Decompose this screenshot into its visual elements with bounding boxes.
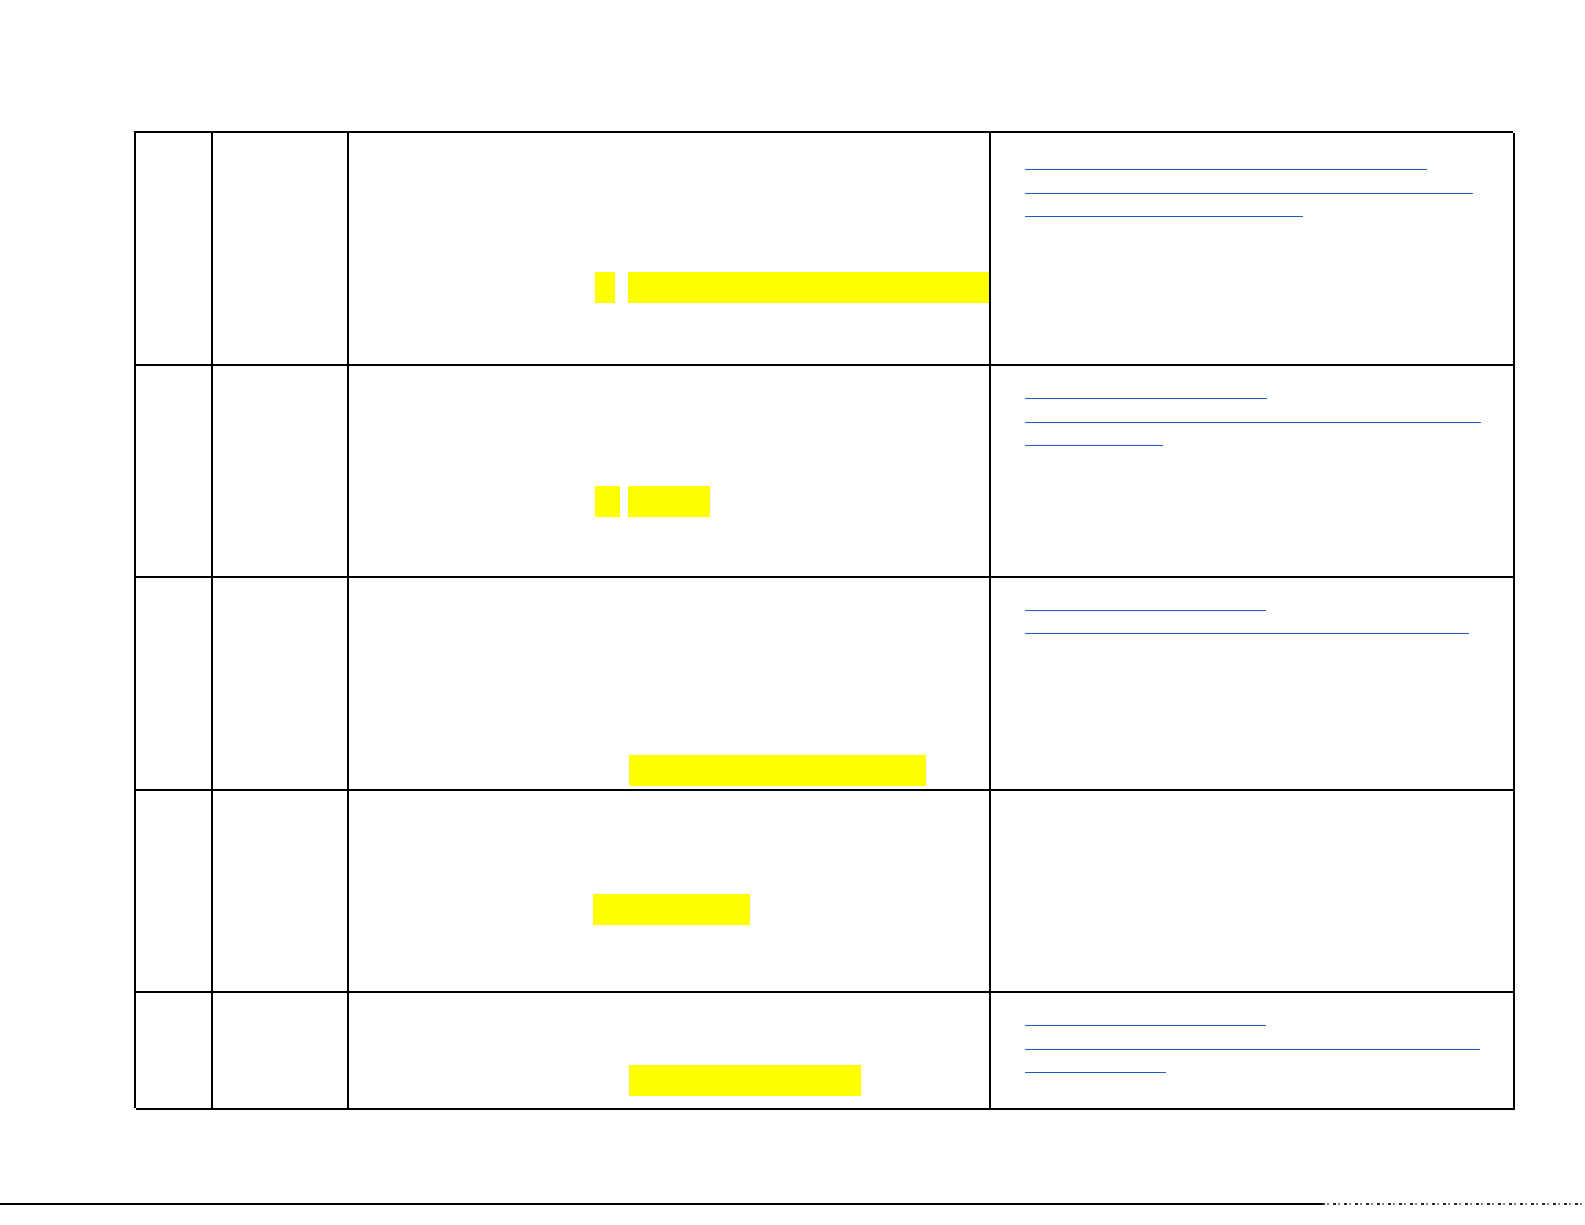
- hyperlink[interactable]: [1025, 973, 1453, 991]
- row-body-cell: [349, 366, 991, 576]
- hyperlink[interactable]: [1025, 174, 1473, 194]
- row-body-cell: [349, 133, 991, 364]
- row-number-cell: [136, 366, 213, 576]
- row-number-cell: [136, 133, 213, 364]
- highlighted-text: [628, 272, 989, 303]
- row-body-cell: [349, 578, 991, 789]
- row-links-cell: [991, 993, 1515, 1108]
- hyperlink[interactable]: [1025, 1053, 1166, 1073]
- row-label-cell: [213, 791, 349, 991]
- row-body-cell: [349, 993, 991, 1108]
- footer-rule-dashed-tail: [1322, 1203, 1585, 1205]
- row-number-cell: [136, 578, 213, 789]
- row-body-cell: [349, 791, 991, 991]
- hyperlink[interactable]: [1025, 1006, 1266, 1026]
- row-links-cell: [991, 791, 1515, 991]
- document-table: [134, 131, 1515, 1110]
- highlighted-text: [595, 486, 620, 517]
- row-links-cell: [991, 366, 1515, 576]
- highlighted-text: [593, 894, 750, 925]
- row-number-cell: [136, 791, 213, 991]
- highlighted-text: [629, 755, 926, 786]
- hyperlink[interactable]: [1025, 197, 1303, 217]
- table-row: [136, 133, 1515, 366]
- row-links-cell: [991, 578, 1515, 789]
- row-number-cell: [136, 993, 213, 1108]
- hyperlink[interactable]: [1025, 379, 1267, 399]
- table-row: [136, 366, 1515, 578]
- table-row: [136, 578, 1515, 791]
- table-row: [136, 993, 1515, 1110]
- row-label-cell: [213, 993, 349, 1108]
- hyperlink[interactable]: [1025, 150, 1427, 170]
- hyperlink[interactable]: [1025, 1030, 1480, 1050]
- hyperlink[interactable]: [1025, 591, 1266, 611]
- hyperlink[interactable]: [1025, 403, 1481, 423]
- row-label-cell: [213, 366, 349, 576]
- row-links-cell: [991, 133, 1515, 364]
- hyperlink[interactable]: [1025, 614, 1469, 634]
- row-label-cell: [213, 578, 349, 789]
- row-label-cell: [213, 133, 349, 364]
- highlighted-text: [628, 486, 710, 517]
- highlighted-text: [629, 1065, 861, 1096]
- table-row: [136, 791, 1515, 993]
- hyperlink[interactable]: [1025, 426, 1163, 446]
- highlighted-text: [595, 272, 615, 303]
- footer-rule: [0, 1203, 1322, 1205]
